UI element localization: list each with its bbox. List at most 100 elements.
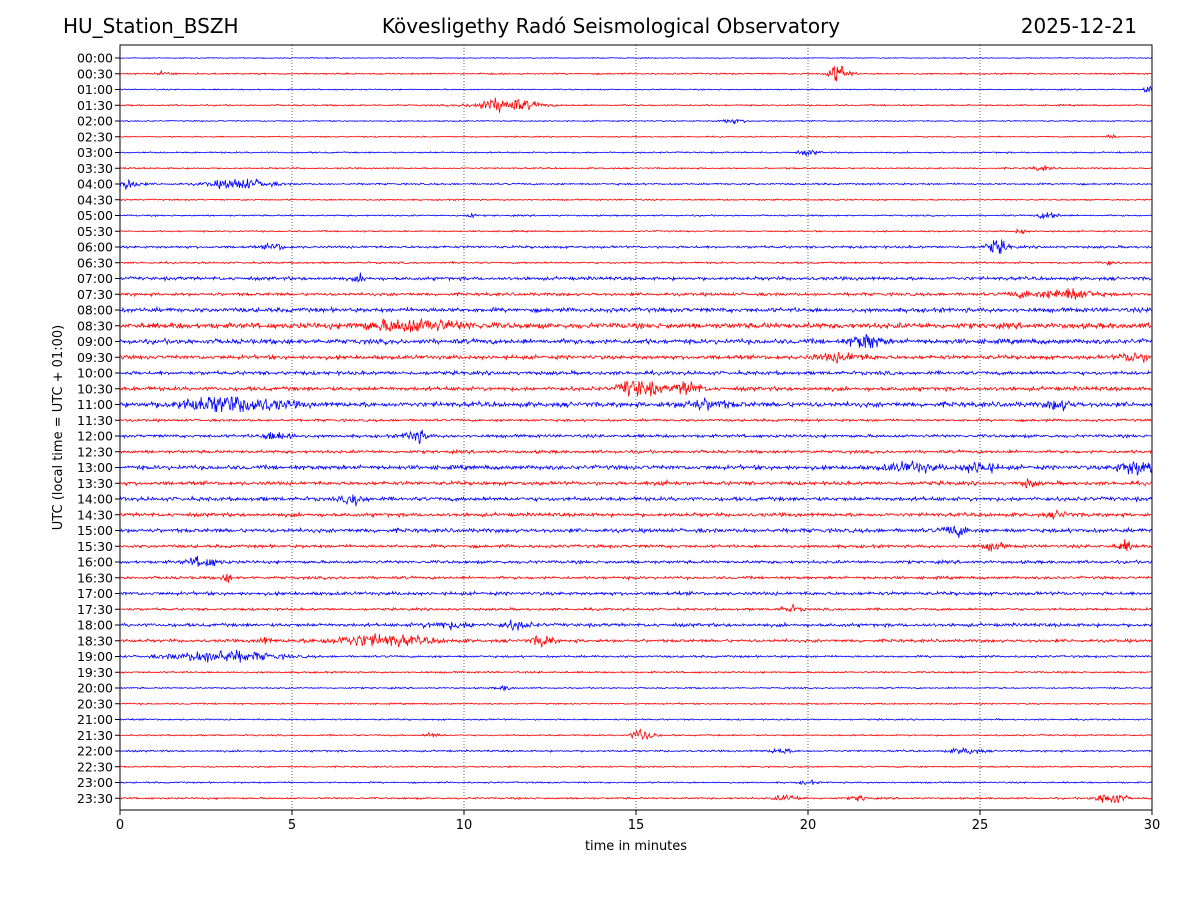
trace-13:30: [119, 478, 1153, 489]
y-tick-label: 02:00: [77, 114, 113, 129]
date-title: 2025-12-21: [1020, 14, 1137, 38]
trace-11:30: [119, 417, 1153, 423]
y-tick-label: 23:30: [77, 791, 113, 806]
trace-09:00: [119, 333, 1153, 349]
y-tick-label: 11:30: [77, 413, 113, 428]
trace-00:30: [119, 65, 1153, 82]
y-tick-label: 00:00: [77, 51, 113, 66]
y-tick-label: 15:00: [77, 523, 113, 538]
y-axis-label: UTC (local time = UTC + 01:00): [51, 325, 66, 530]
trace-22:00: [119, 747, 1153, 755]
trace-18:30: [119, 633, 1153, 648]
y-tick-label: 18:00: [77, 618, 113, 633]
y-tick-label: 10:00: [77, 366, 113, 381]
y-tick-label: 16:00: [77, 555, 113, 570]
y-tick-label: 12:00: [77, 429, 113, 444]
trace-23:30: [119, 794, 1153, 804]
x-tick-label-10: 10: [456, 818, 473, 833]
trace-15:30: [119, 539, 1153, 552]
trace-03:00: [119, 149, 1153, 157]
x-axis-label: time in minutes: [585, 839, 687, 854]
trace-12:30: [119, 448, 1153, 455]
y-tick-label: 22:30: [77, 759, 113, 774]
trace-16:30: [119, 573, 1153, 583]
trace-01:00: [119, 85, 1153, 93]
trace-04:30: [119, 198, 1153, 202]
y-tick-label: 02:30: [77, 129, 113, 144]
trace-02:30: [119, 133, 1153, 139]
y-tick-label: 14:00: [77, 492, 113, 507]
trace-13:00: [119, 460, 1153, 476]
y-tick-label: 07:00: [77, 271, 113, 286]
trace-07:30: [119, 288, 1153, 300]
trace-03:30: [119, 164, 1153, 171]
trace-14:30: [119, 509, 1153, 521]
y-tick-label: 10:30: [77, 381, 113, 396]
y-tick-label: 19:00: [77, 649, 113, 664]
y-tick-label: 17:00: [77, 586, 113, 601]
y-tick-label: 09:30: [77, 350, 113, 365]
trace-23:00: [119, 779, 1153, 785]
x-tick-label-30: 30: [1144, 818, 1161, 833]
y-tick-label: 21:30: [77, 728, 113, 743]
trace-05:00: [119, 211, 1153, 220]
trace-22:30: [119, 765, 1153, 769]
y-tick-label: 13:30: [77, 476, 113, 491]
trace-09:30: [119, 351, 1153, 364]
y-tick-label: 06:30: [77, 255, 113, 270]
y-tick-label: 13:00: [77, 460, 113, 475]
y-tick-label: 00:30: [77, 66, 113, 81]
trace-18:00: [119, 619, 1153, 632]
trace-06:00: [119, 239, 1153, 254]
trace-12:00: [119, 429, 1153, 445]
y-tick-label: 20:00: [77, 681, 113, 696]
trace-11:00: [119, 395, 1153, 413]
trace-20:00: [119, 684, 1153, 692]
trace-21:00: [119, 717, 1153, 722]
y-tick-label: 04:00: [77, 177, 113, 192]
y-tick-label: 21:00: [77, 712, 113, 727]
trace-14:00: [119, 494, 1153, 507]
x-tick-label-20: 20: [800, 818, 817, 833]
y-tick-label: 03:30: [77, 161, 113, 176]
y-tick-label: 19:30: [77, 665, 113, 680]
x-tick-label-25: 25: [972, 818, 989, 833]
trace-00:00: [119, 56, 1153, 60]
trace-10:00: [119, 369, 1153, 377]
y-tick-label: 07:30: [77, 287, 113, 302]
y-tick-label: 18:30: [77, 633, 113, 648]
x-tick-label-5: 5: [288, 818, 296, 833]
y-tick-label: 23:00: [77, 775, 113, 790]
trace-17:30: [119, 602, 1153, 613]
y-tick-label: 06:00: [77, 240, 113, 255]
y-tick-label: 15:30: [77, 539, 113, 554]
trace-01:30: [119, 97, 1153, 113]
y-tick-label: 03:00: [77, 145, 113, 160]
y-tick-label: 11:00: [77, 397, 113, 412]
y-tick-label: 05:30: [77, 224, 113, 239]
y-tick-label: 01:30: [77, 98, 113, 113]
trace-15:00: [119, 525, 1153, 538]
observatory-title: Kövesligethy Radó Seismological Observat…: [381, 14, 841, 38]
trace-05:30: [119, 228, 1153, 235]
y-tick-label: 08:30: [77, 318, 113, 333]
y-tick-label: 08:00: [77, 303, 113, 318]
y-tick-label: 09:00: [77, 334, 113, 349]
y-tick-label: 16:30: [77, 570, 113, 585]
trace-10:30: [119, 380, 1153, 397]
trace-19:00: [119, 649, 1153, 663]
trace-21:30: [119, 728, 1153, 741]
trace-04:00: [119, 178, 1153, 190]
y-tick-label: 01:00: [77, 82, 113, 97]
trace-17:00: [119, 589, 1153, 597]
y-tick-label: 22:00: [77, 744, 113, 759]
y-tick-label: 05:00: [77, 208, 113, 223]
trace-06:30: [119, 260, 1153, 267]
trace-19:30: [119, 670, 1153, 675]
x-tick-label-15: 15: [628, 818, 645, 833]
y-tick-label: 04:30: [77, 192, 113, 207]
trace-07:00: [119, 272, 1153, 284]
trace-16:00: [119, 555, 1153, 567]
trace-08:00: [119, 305, 1153, 314]
